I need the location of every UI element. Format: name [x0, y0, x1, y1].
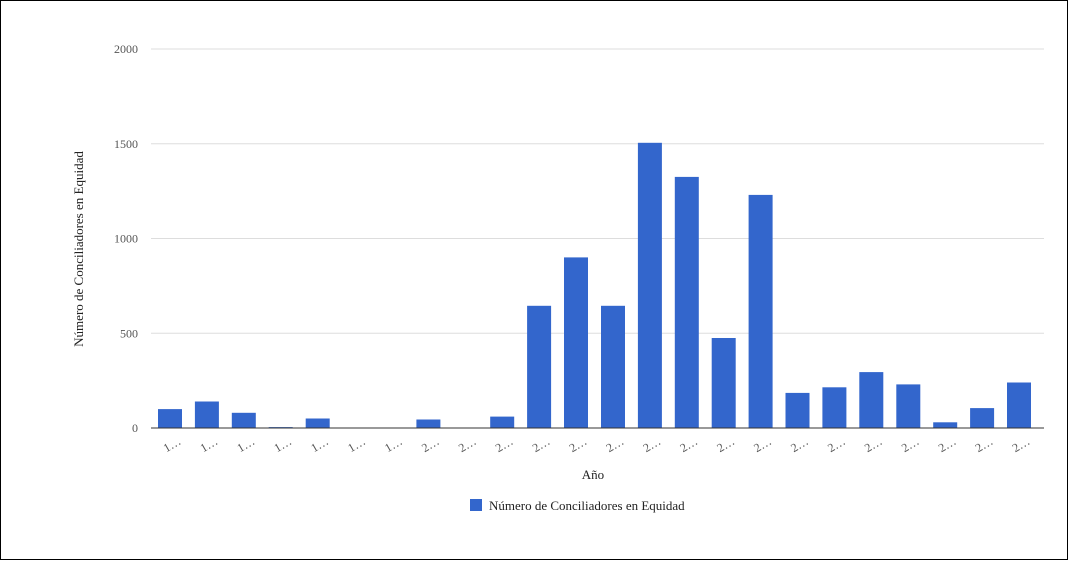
y-tick-label: 1000 — [114, 232, 138, 246]
legend-label: Número de Conciliadores en Equidad — [489, 498, 685, 513]
bar — [674, 176, 699, 428]
bar — [416, 419, 441, 428]
bars — [158, 142, 1031, 429]
x-tick-label: 2… — [936, 434, 959, 455]
x-tick-label: 1… — [308, 434, 331, 455]
x-tick-label: 2… — [604, 434, 627, 455]
bar — [637, 142, 662, 429]
x-tick-label: 2… — [899, 434, 922, 455]
y-tick-label: 0 — [132, 421, 138, 435]
x-tick-label: 1… — [271, 434, 294, 455]
x-tick-label: 1… — [161, 434, 184, 455]
x-tick-label: 2… — [493, 434, 516, 455]
bar — [601, 305, 625, 428]
bar — [305, 418, 330, 428]
x-tick-label: 1… — [345, 434, 368, 455]
y-tick-label: 2000 — [114, 42, 138, 56]
bar — [231, 412, 256, 428]
bar — [158, 409, 182, 428]
x-tick-label: 2… — [714, 434, 737, 455]
x-tick-label: 2… — [567, 434, 590, 455]
legend: Número de Conciliadores en Equidad — [470, 498, 685, 513]
bar — [896, 384, 921, 428]
bar — [527, 305, 552, 428]
x-tick-label: 2… — [419, 434, 442, 455]
gridlines — [151, 48, 1044, 334]
bar — [1007, 382, 1031, 428]
bar — [748, 194, 773, 428]
x-tick-label: 2… — [530, 434, 553, 455]
x-tick-labels: 1… 1… 1… 1… 1… 1… 1… 2… 2… 2… 2… 2… 2… 2… 2… 2… 2… 2… 2… 2…… — [161, 434, 1033, 455]
x-tick-label: 2… — [677, 434, 700, 455]
bar — [711, 338, 736, 428]
y-tick-label: 500 — [120, 326, 138, 340]
x-tick-label: 1… — [382, 434, 405, 455]
x-tick-label: 2… — [456, 434, 479, 455]
y-axis-title: Número de Conciliadores en Equidad — [71, 151, 86, 347]
bar — [194, 401, 219, 428]
x-tick-label: 1… — [235, 434, 258, 455]
x-axis-title: Año — [582, 467, 604, 482]
bar — [785, 392, 810, 428]
bar — [933, 422, 958, 428]
bar — [564, 257, 588, 428]
y-tick-label: 1500 — [114, 137, 138, 151]
bar — [859, 372, 884, 428]
bar — [970, 408, 995, 428]
legend-swatch — [470, 499, 482, 511]
y-tick-labels: 0 500 1000 1500 2000 — [114, 42, 138, 435]
x-tick-label: 2… — [1010, 434, 1033, 455]
bar — [822, 387, 847, 428]
x-tick-label: 1… — [198, 434, 221, 455]
bar — [490, 416, 515, 428]
x-tick-label: 2… — [862, 434, 885, 455]
x-tick-label: 2… — [641, 434, 664, 455]
x-tick-label: 2… — [751, 434, 774, 455]
x-tick-label: 2… — [788, 434, 811, 455]
x-tick-label: 2… — [825, 434, 848, 455]
x-tick-label: 2… — [973, 434, 996, 455]
